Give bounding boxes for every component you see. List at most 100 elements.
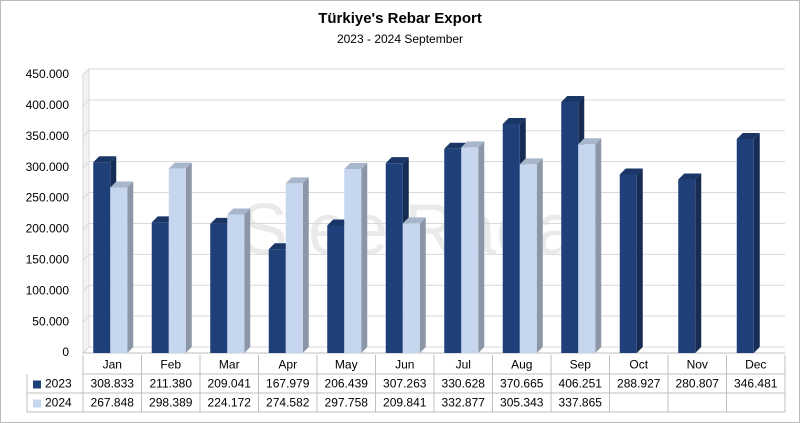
bar-top <box>519 158 543 165</box>
table-value: 267.848 <box>91 396 135 410</box>
grid-line <box>82 68 785 76</box>
grid-line <box>82 130 785 138</box>
x-tick-label: Dec <box>745 358 766 372</box>
table-value: 224.172 <box>208 396 252 410</box>
legend-swatch <box>33 380 41 389</box>
x-tick-label: Jun <box>395 358 414 372</box>
bar-top <box>561 96 585 103</box>
grid-line <box>82 346 785 354</box>
bar <box>344 169 362 353</box>
bar-top <box>502 118 526 125</box>
bar-top <box>461 141 485 148</box>
bar <box>227 214 245 353</box>
chart-title: Türkiye's Rebar Export <box>318 10 482 27</box>
legend-swatch <box>33 399 41 408</box>
bar-side <box>419 217 426 353</box>
bar-top <box>168 162 192 169</box>
y-tick-label: 0 <box>62 345 69 359</box>
x-tick-label: Oct <box>629 358 648 372</box>
bar <box>327 225 345 353</box>
bar-side <box>302 177 309 353</box>
table-value: 206.439 <box>325 377 369 391</box>
bar-top <box>385 157 409 164</box>
bar <box>268 249 286 353</box>
table-value: 288.927 <box>617 377 661 391</box>
bar-side <box>127 181 134 353</box>
bar <box>519 164 537 353</box>
y-tick-label: 50.000 <box>32 314 69 328</box>
bar <box>502 124 520 353</box>
bar <box>110 187 128 353</box>
bar <box>444 148 462 353</box>
x-tick-label: Feb <box>160 358 181 372</box>
bar-side <box>478 141 485 353</box>
bar-top <box>227 208 251 215</box>
table-value: 330.628 <box>442 377 486 391</box>
bar-side <box>695 173 702 353</box>
bar <box>736 138 754 353</box>
table-value: 167.979 <box>266 377 310 391</box>
bar-top <box>678 173 702 180</box>
y-tick-label: 200.000 <box>26 222 70 236</box>
grid-line <box>82 192 785 199</box>
grid-line <box>82 284 785 292</box>
bar <box>285 183 303 353</box>
bar <box>210 223 228 353</box>
bar-top <box>402 217 426 224</box>
bar <box>678 179 696 353</box>
bar <box>168 168 186 353</box>
table-value: 211.380 <box>150 377 193 391</box>
x-tick-label: Mar <box>219 358 240 372</box>
y-tick-label: 350.000 <box>26 129 70 143</box>
grid-line <box>82 253 785 261</box>
table-value: 337.865 <box>559 396 603 410</box>
bar-top <box>736 132 760 139</box>
bar-side <box>244 208 251 353</box>
table-value: 370.665 <box>500 377 544 391</box>
table-value: 298.389 <box>149 396 193 410</box>
bar <box>561 102 579 353</box>
bar <box>578 144 596 353</box>
bar <box>402 223 420 353</box>
grid-line <box>82 99 785 107</box>
bar-top <box>285 177 309 184</box>
chart-subtitle: 2023 - 2024 September <box>337 32 463 46</box>
bar-top <box>93 156 117 163</box>
y-tick-label: 250.000 <box>26 191 70 205</box>
table-value: 297.758 <box>325 396 369 410</box>
grid-line <box>82 161 785 169</box>
bar-side <box>185 162 192 353</box>
bar-top <box>344 163 368 170</box>
bar <box>619 174 637 353</box>
x-tick-label: Apr <box>278 358 297 372</box>
table-value: 280.807 <box>676 377 720 391</box>
grid-line <box>82 315 785 323</box>
table-value: 332.877 <box>442 396 486 410</box>
table-value: 209.041 <box>208 377 252 391</box>
legend-label: 2024 <box>45 396 72 410</box>
x-tick-label: Sep <box>570 358 592 372</box>
table-value: 209.841 <box>383 396 427 410</box>
y-tick-label: 100.000 <box>26 283 70 297</box>
bar-top <box>619 168 643 175</box>
table-value: 305.343 <box>500 396 544 410</box>
bar-side <box>595 138 602 353</box>
bar-side <box>753 132 760 353</box>
bar-side <box>536 158 543 353</box>
x-tick-label: May <box>335 358 358 372</box>
legend-label: 2023 <box>45 377 72 391</box>
bar-top <box>578 138 602 145</box>
bar <box>151 222 169 353</box>
x-tick-label: Aug <box>511 358 532 372</box>
bar <box>385 163 403 353</box>
y-tick-label: 400.000 <box>26 98 70 112</box>
bar-top <box>110 181 134 188</box>
bar <box>93 162 111 353</box>
table-value: 346.481 <box>734 377 778 391</box>
x-tick-label: Jan <box>103 358 122 372</box>
plot-wall <box>82 67 90 355</box>
bar-side <box>636 168 643 353</box>
grid-line <box>82 222 785 230</box>
table-value: 406.251 <box>559 377 603 391</box>
